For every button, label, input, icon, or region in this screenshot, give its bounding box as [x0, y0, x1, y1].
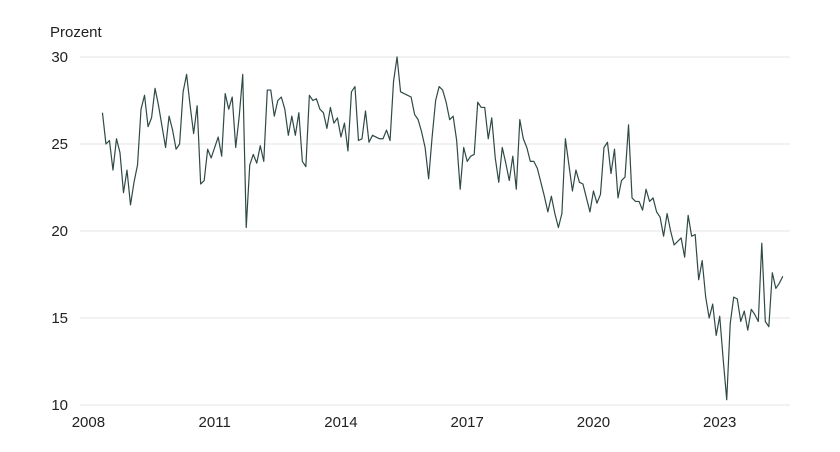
x-tick-label: 2011 [199, 414, 231, 431]
series-line [101, 56, 784, 401]
x-axis-ticks: 2008 2011 2014 2017 2020 2023 [72, 414, 737, 431]
y-axis-unit-label: Prozent [50, 24, 103, 41]
y-tick-label: 10 [51, 397, 68, 414]
y-tick-label: 20 [51, 223, 68, 240]
y-tick-label: 15 [51, 310, 68, 327]
y-tick-label: 30 [51, 49, 68, 66]
x-tick-label: 2020 [577, 414, 610, 431]
x-tick-label: 2014 [324, 414, 357, 431]
y-axis-ticks: 10 15 20 25 30 [51, 49, 68, 414]
x-tick-label: 2008 [72, 414, 105, 431]
x-tick-label: 2023 [703, 414, 736, 431]
x-tick-label: 2017 [451, 414, 484, 431]
y-tick-label: 25 [51, 136, 68, 153]
